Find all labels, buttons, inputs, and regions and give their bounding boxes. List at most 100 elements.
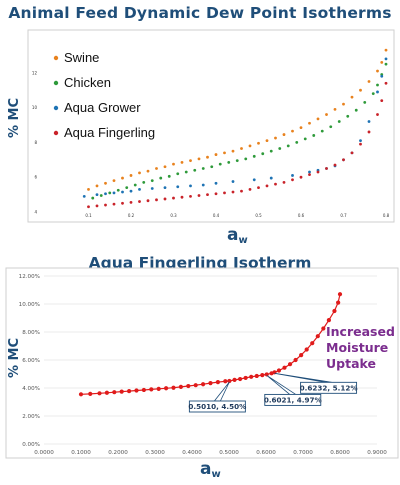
series-aqua-fingerling — [87, 81, 388, 209]
series-swine — [87, 48, 388, 191]
point-aqua-fingerling-1 — [95, 204, 99, 208]
point-aqua-fingerling-8 — [155, 198, 158, 202]
point-swine-24 — [291, 129, 294, 133]
point-chicken-25 — [303, 137, 307, 141]
bottom-series — [78, 292, 343, 397]
fingerling-point-23 — [243, 375, 248, 381]
fingerling-point-40 — [332, 308, 337, 314]
point-chicken-1 — [99, 194, 103, 197]
point-swine-29 — [333, 107, 337, 111]
top-x-tick-0-5: 0.5 — [255, 213, 262, 218]
point-aqua-fingerling-27 — [316, 170, 320, 174]
bottom-y-axis-label: % MC — [7, 338, 22, 378]
point-chicken-8 — [159, 176, 163, 180]
top-x-axis-label-main: a — [227, 225, 238, 245]
point-aqua-fingerling-5 — [129, 201, 133, 204]
point-aqua-grower-12 — [214, 181, 218, 185]
annotation-label-0: 0.5010, 4.50% — [188, 402, 246, 411]
point-swine-16 — [223, 151, 226, 155]
point-swine-31 — [350, 95, 354, 99]
fingerling-point-30 — [276, 368, 282, 373]
point-aqua-grower-0 — [82, 194, 86, 198]
top-y-axis-label: % MC — [7, 98, 22, 138]
callout-line-1: Increased — [326, 324, 395, 339]
top-y-tick-4: 4 — [34, 210, 37, 215]
bottom-x-axis-label-main: a — [200, 459, 211, 479]
point-swine-4 — [121, 176, 124, 180]
bottom-x-tick-0-5000: 0.5000 — [219, 450, 239, 456]
point-aqua-fingerling-33 — [367, 130, 371, 134]
series-chicken — [91, 62, 388, 200]
bottom-x-tick-0-4000: 0.4000 — [182, 450, 202, 456]
point-chicken-19 — [252, 154, 256, 158]
point-swine-30 — [342, 102, 345, 106]
fingerling-point-36 — [310, 341, 315, 346]
fingerling-point-7 — [134, 388, 139, 393]
point-aqua-grower-14 — [252, 178, 256, 182]
point-swine-19 — [248, 144, 252, 148]
point-swine-12 — [189, 159, 192, 163]
point-swine-34 — [376, 69, 379, 73]
point-chicken-10 — [176, 172, 180, 176]
point-aqua-grower-11 — [201, 183, 205, 187]
fingerling-point-41 — [336, 300, 341, 305]
point-aqua-grower-1 — [95, 193, 99, 197]
bottom-chart: 0.00% 2.00% 4.00% 6.00% 8.00% 10.00% 12.00% 0.0… — [5, 267, 399, 480]
point-swine-35 — [380, 60, 384, 64]
point-swine-15 — [214, 153, 218, 156]
legend-label-aqua-grower: Aqua Grower — [64, 100, 141, 115]
point-aqua-fingerling-13 — [197, 194, 201, 197]
callout-line-3: Uptake — [326, 356, 376, 371]
bottom-y-tick-0-00: 0.00% — [22, 442, 40, 448]
bottom-y-tick-8-00: 8.00% — [22, 330, 40, 336]
point-swine-22 — [274, 136, 277, 140]
bottom-plot-area — [5, 267, 399, 459]
point-aqua-grower-13 — [231, 180, 235, 183]
fingerling-point-14 — [186, 383, 191, 389]
top-y-tick-8: 8 — [34, 140, 37, 145]
fingerling-point-2 — [97, 391, 102, 396]
fingerling-point-18 — [215, 380, 220, 385]
point-aqua-fingerling-36 — [384, 81, 388, 85]
legend-marker-swine — [53, 55, 59, 61]
point-chicken-4 — [125, 186, 129, 190]
fingerling-point-11 — [164, 386, 169, 391]
annotation-1: 0.6021, 4.97% — [264, 375, 322, 406]
point-aqua-fingerling-16 — [223, 191, 226, 195]
point-chicken-20 — [261, 152, 265, 156]
bottom-x-axis-label-sub: w — [211, 469, 220, 480]
fingerling-point-16 — [201, 382, 206, 387]
bottom-y-tick-6-00: 6.00% — [22, 358, 40, 364]
top-y-tick-6: 6 — [34, 175, 37, 180]
legend-label-aqua-fingerling: Aqua Fingerling — [64, 125, 155, 140]
point-chicken-31 — [354, 108, 358, 112]
point-aqua-fingerling-0 — [87, 205, 90, 209]
point-aqua-grower-6 — [138, 187, 141, 191]
fingerling-point-15 — [193, 383, 198, 388]
point-aqua-grower-26 — [380, 74, 384, 78]
point-swine-8 — [155, 167, 158, 170]
bottom-x-tick-0-8000: 0.8000 — [330, 450, 350, 456]
point-chicken-23 — [286, 144, 290, 148]
point-aqua-grower-17 — [308, 170, 311, 174]
point-aqua-fingerling-35 — [380, 99, 384, 103]
point-swine-3 — [112, 179, 116, 183]
fingerling-point-31 — [282, 365, 287, 370]
top-x-tick-0-2: 0.2 — [128, 213, 135, 218]
point-chicken-34 — [376, 83, 379, 87]
point-swine-25 — [299, 126, 303, 130]
bottom-x-axis-label: aw — [200, 459, 221, 480]
point-chicken-22 — [278, 147, 282, 150]
fingerling-point-38 — [321, 326, 326, 331]
point-aqua-grower-5 — [129, 189, 133, 193]
fingerling-point-25 — [254, 373, 259, 379]
point-aqua-fingerling-2 — [104, 203, 107, 207]
point-aqua-fingerling-7 — [146, 199, 150, 203]
point-aqua-fingerling-21 — [265, 184, 269, 188]
fingerling-point-4 — [112, 390, 117, 395]
fingerling-point-21 — [232, 377, 237, 382]
bottom-y-tick-12-00: 12.00% — [19, 274, 40, 280]
point-aqua-grower-2 — [104, 192, 107, 196]
legend-marker-aqua-grower — [53, 105, 59, 111]
fingerling-point-19 — [223, 379, 228, 384]
